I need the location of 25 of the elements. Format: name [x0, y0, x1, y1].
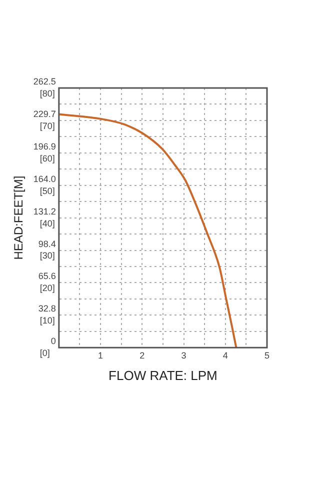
y2-tick-label: [0]	[40, 348, 50, 358]
y-tick-label: 65.6	[38, 271, 56, 282]
y2-tick-label: [30]	[40, 250, 55, 261]
y-tick-label: 164.0	[33, 174, 56, 184]
y-tick-label: 98.4	[38, 238, 56, 249]
y2-tick-label: [50]	[40, 186, 55, 196]
y-axis-title: HEAD:FEET[M]	[12, 176, 26, 260]
y-tick-label: 196.9	[33, 141, 56, 152]
y-tick-label: 131.2	[33, 206, 56, 216]
y-tick-label: 229.7	[33, 108, 56, 119]
x-tick-label: 5	[264, 350, 270, 360]
y2-tick-label: [70]	[40, 120, 55, 131]
y2-tick-label: [80]	[40, 88, 55, 98]
y2-tick-label: [10]	[40, 316, 55, 326]
y2-tick-label: [40]	[40, 218, 55, 228]
x-tick-label: 4	[222, 350, 228, 360]
x-axis-title: FLOW RATE: LPM	[108, 368, 218, 383]
y2-tick-label: [20]	[40, 283, 55, 294]
y-tick-label: 32.8	[38, 304, 56, 314]
y-tick-label: 0	[50, 336, 56, 346]
x-tick-label: 2	[140, 350, 145, 360]
y2-tick-label: [60]	[40, 153, 55, 164]
x-tick-label: 3	[181, 350, 186, 360]
x-tick-label: 1	[98, 350, 104, 360]
y-tick-label: 262.5	[33, 76, 56, 86]
